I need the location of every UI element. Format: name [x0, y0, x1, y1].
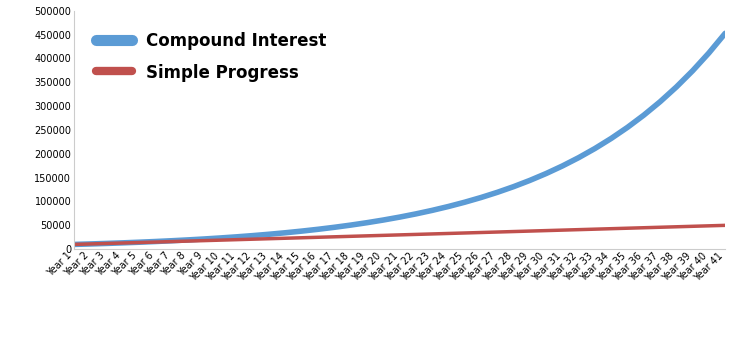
Legend: Compound Interest, Simple Progress: Compound Interest, Simple Progress: [82, 19, 340, 95]
